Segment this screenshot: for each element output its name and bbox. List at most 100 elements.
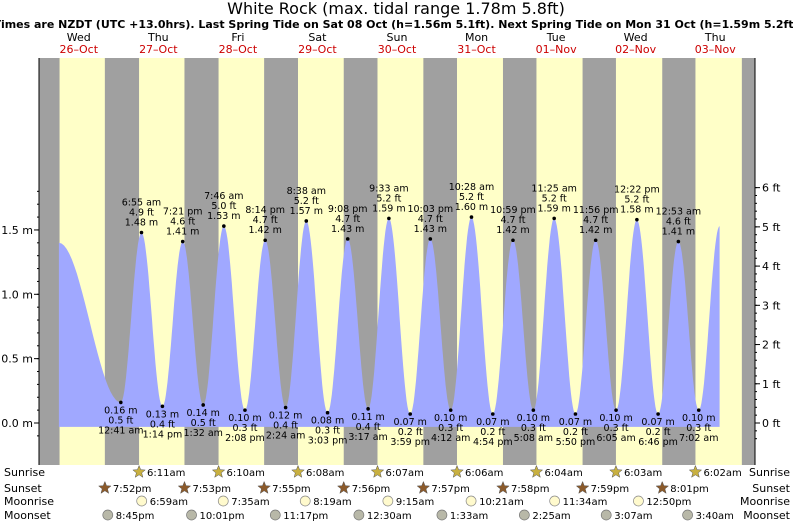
day-date: 01–Nov [536,43,577,56]
low-tide-label: 0.07 m0.2 ft3:59 pm [390,412,430,448]
tide-label-text: 10:59 pm [490,205,536,216]
tide-point [614,408,618,412]
day-weekday: Wed [624,31,648,44]
right-tick-label: 6 ft [762,182,781,195]
tide-label-text: 0.10 m [682,413,715,424]
right-tick-label: 1 ft [762,378,781,391]
sunset-icon [575,480,590,494]
tide-label-text: 0.4 ft [150,419,175,430]
sunset-time: 7:57pm [431,484,470,495]
day-date: 03–Nov [695,43,736,56]
tide-label-text: 5.2 ft [459,192,484,203]
tide-label-text: 9:08 pm [328,204,368,215]
tide-point [201,403,205,407]
tide-label-text: 4.7 ft [583,215,608,226]
tide-label-text: 2:08 pm [225,433,265,444]
tide-label-text: 1.42 m [248,225,281,236]
tide-label-text: 7:46 am [204,191,243,202]
tide-label-text: 1.43 m [414,224,447,235]
tide-label-text: 12:41 am [98,425,143,436]
tide-label-text: 5:08 am [514,433,553,444]
moonrise-icon [382,495,394,507]
tide-label-text: 0.4 ft [273,421,298,432]
tide-label-text: 1.43 m [331,224,364,235]
tide-label-text: 11:56 pm [573,205,619,216]
high-tide-label: 10:03 pm4.7 ft1.43 m [407,204,453,241]
tide-label-text: 1.41 m [662,227,695,238]
tide-point [448,408,453,412]
day-date: 26–Oct [60,43,99,56]
low-tide-label: 0.10 m0.3 ft2:08 pm [225,408,265,444]
tide-label-text: 0.14 m [186,408,219,419]
high-tide-label: 10:28 am5.2 ft1.60 m [449,182,494,219]
tide-label-text: 0.3 ft [232,423,257,434]
tide-label-text: 1.59 m [372,203,405,214]
day-date: 27–Oct [139,43,178,56]
sunrise-time: 6:11am [147,468,185,479]
moonrise-time: 10:21am [479,497,524,508]
left-tick-label: 0.0 m [1,417,33,430]
tide-label-text: 0.5 ft [191,418,216,429]
day-weekday: Thu [147,31,169,44]
sunrise-time: 6:08am [306,468,344,479]
moonset-time: 10:01pm [200,511,245,522]
sunrise-icon [132,464,146,478]
tide-label-text: 1.53 m [207,211,240,222]
sunrise-icon [450,464,464,478]
sunrise-icon [211,464,226,478]
sunset-row-label: Sunset [4,482,42,495]
moonset-row-label: Moonset [4,509,51,522]
moonset-icon [518,509,530,521]
tide-label-text: 0.07 m [476,417,509,428]
tide-label-text: 3:03 pm [308,436,348,447]
moonrise-icon [549,495,561,507]
tide-label-text: 1.60 m [455,202,488,213]
sunset-icon [416,480,431,494]
tide-label-text: 0.3 ft [521,423,546,434]
high-tide-label: 7:46 am5.0 ft1.53 m [204,191,244,228]
chart-title: White Rock (max. tidal range 1.78m 5.8ft… [227,0,565,18]
moonrise-time: 8:19am [313,497,351,508]
tide-point [304,219,309,223]
tide-label-text: 10:03 pm [407,204,453,215]
tide-label-text: 6:46 pm [638,437,678,448]
low-tide-label: 0.08 m0.3 ft3:03 pm [308,410,348,447]
day-weekday: Sun [387,31,408,44]
tide-label-text: 1.41 m [166,227,199,238]
tide-label-text: 8:38 am [287,186,326,197]
tide-label-text: 1.58 m [620,205,653,216]
tide-label-text: 0.10 m [599,413,632,424]
sunrise-icon [688,464,703,478]
high-tide-label: 7:21 pm4.6 ft1.41 m [163,207,203,244]
tide-label-text: 0.3 ft [438,423,463,434]
day-date: 02–Nov [615,43,656,56]
tide-point [573,412,578,416]
moonset-time: 8:45pm [116,511,155,522]
high-tide-label: 9:08 pm4.7 ft1.43 m [328,204,368,241]
high-tide-label: 9:33 am5.2 ft1.59 m [369,183,409,221]
right-tick-label: 4 ft [762,260,781,273]
tide-label-text: 0.12 m [269,411,302,422]
tide-label-text: 1:32 am [183,428,222,439]
tide-label-text: 0.10 m [517,413,550,424]
tide-label-text: 11:25 am [531,183,576,194]
day-date: 29–Oct [298,43,337,56]
tide-label-text: 0.07 m [559,417,592,428]
moonset-icon [102,509,114,521]
tide-point [160,404,165,409]
right-tick-label: 3 ft [762,299,781,312]
tide-label-text: 1.42 m [496,225,529,236]
tide-point [696,408,701,412]
tide-point [635,217,639,222]
moonset-time: 3:07am [614,511,652,522]
tide-label-text: 0.5 ft [108,415,133,426]
tide-label-text: 8:14 pm [245,205,285,216]
sunrise-time: 6:04am [544,468,582,479]
moonset-icon [353,509,365,521]
tide-label-text: 0.3 ft [315,426,340,437]
moonset-icon [186,509,197,521]
tide-label-text: 1.48 m [125,218,158,229]
tide-point [263,238,267,243]
